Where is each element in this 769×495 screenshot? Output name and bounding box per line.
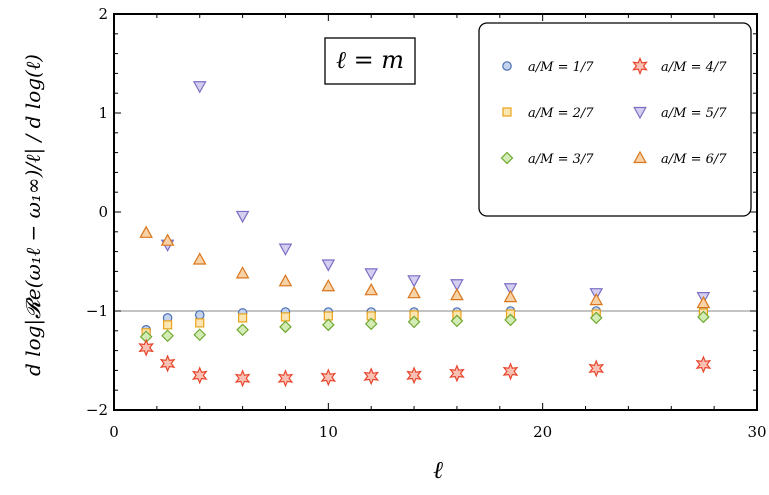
x-tick-label: 0 — [109, 423, 119, 441]
data-point — [159, 354, 176, 373]
data-point — [236, 323, 249, 337]
legend: a/M = 1/7 a/M = 4/7 a/M = 2/7 a/M = 5/7 a/M … — [478, 22, 752, 217]
data-point — [696, 295, 711, 309]
legend-label: a/M = 6/7 — [661, 152, 727, 167]
data-point — [161, 329, 174, 343]
data-point — [406, 366, 422, 385]
y-tick-label: 0 — [98, 203, 108, 221]
legend-marker — [502, 61, 512, 71]
data-point — [162, 320, 173, 330]
series-4 — [138, 338, 712, 388]
legend-label: a/M = 4/7 — [661, 60, 727, 75]
data-point — [504, 313, 517, 327]
legend-entry: a/M = 6/7 — [633, 150, 727, 167]
data-marks — [138, 81, 712, 388]
data-point — [364, 268, 379, 281]
data-point — [450, 314, 464, 328]
axis-ticks: 0 10 20 30 −2 −1 0 1 2 — [86, 5, 767, 441]
annotation-box: ℓ = m — [324, 37, 416, 85]
data-point — [192, 81, 207, 94]
data-point — [589, 292, 604, 306]
legend-marker — [502, 107, 512, 117]
data-point — [364, 317, 378, 331]
data-point — [697, 310, 710, 324]
data-point — [588, 359, 605, 378]
y-tick-label: −1 — [86, 302, 108, 320]
legend-label: a/M = 5/7 — [661, 106, 727, 121]
data-point — [503, 289, 518, 303]
x-tick-label: 10 — [319, 423, 338, 441]
data-point — [193, 328, 207, 342]
legend-marker — [632, 56, 648, 76]
data-point — [589, 311, 603, 325]
data-point — [279, 320, 292, 334]
legend-label: a/M = 2/7 — [528, 106, 594, 121]
data-point — [235, 210, 250, 224]
legend-label: a/M = 3/7 — [528, 152, 594, 167]
data-point — [234, 369, 251, 388]
x-tick-label: 30 — [747, 423, 766, 441]
series-6 — [139, 225, 711, 309]
data-point — [364, 282, 379, 296]
data-point — [320, 368, 337, 387]
data-point — [695, 355, 712, 374]
data-point — [139, 225, 153, 238]
data-point — [321, 318, 335, 332]
legend-marker — [633, 106, 647, 120]
data-point — [407, 315, 421, 329]
data-point — [503, 283, 518, 296]
legend-marker — [633, 150, 647, 164]
legend-entry: a/M = 3/7 — [500, 151, 594, 167]
legend-entry: a/M = 4/7 — [632, 56, 727, 76]
data-point — [191, 366, 208, 385]
data-point — [321, 259, 336, 272]
legend-label: a/M = 1/7 — [528, 60, 594, 75]
y-tick-label: 2 — [98, 5, 108, 23]
data-point — [278, 243, 293, 256]
data-point — [195, 318, 205, 328]
legend-entry: a/M = 1/7 — [502, 60, 594, 75]
data-point — [138, 338, 155, 357]
data-point — [238, 313, 248, 323]
legend-marker — [500, 151, 514, 165]
data-point — [160, 233, 175, 246]
legend-entry: a/M = 5/7 — [633, 106, 727, 121]
y-axis-label: d log|𝓡e(ω₁ℓ − ω₁∞)/ℓ| / d log(ℓ) — [21, 54, 46, 376]
data-point — [194, 310, 205, 320]
x-tick-label: 20 — [533, 423, 552, 441]
data-point — [502, 362, 519, 381]
data-point — [450, 279, 464, 292]
annotation-text: ℓ = m — [336, 46, 404, 74]
data-point — [449, 364, 465, 383]
x-axis-label: ℓ — [433, 456, 443, 484]
series-3 — [139, 310, 710, 344]
data-point — [407, 285, 421, 299]
data-point — [363, 367, 380, 386]
data-point — [321, 279, 336, 292]
y-tick-label: 1 — [98, 104, 108, 122]
data-point — [277, 369, 294, 388]
y-tick-label: −2 — [86, 401, 108, 419]
data-point — [192, 252, 207, 265]
data-point — [235, 266, 250, 279]
data-point — [280, 312, 291, 322]
data-point — [407, 275, 421, 288]
series-2 — [141, 308, 709, 338]
data-point — [278, 274, 293, 287]
data-point — [450, 287, 464, 301]
legend-entry: a/M = 2/7 — [502, 106, 594, 121]
